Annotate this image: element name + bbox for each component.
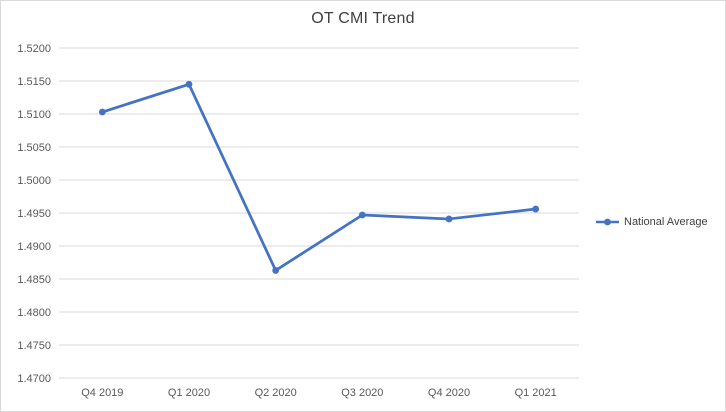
y-axis-tick-label: 1.5150 xyxy=(17,76,51,88)
series-line xyxy=(100,82,538,272)
chart-title: OT CMI Trend xyxy=(311,10,415,27)
data-point-marker xyxy=(98,108,106,116)
y-axis-tick-label: 1.4800 xyxy=(17,307,51,319)
x-axis-tick-label: Q3 2020 xyxy=(341,387,383,399)
y-axis-tick-label: 1.4900 xyxy=(17,241,51,253)
y-axis-tick-label: 1.5050 xyxy=(17,142,51,154)
x-axis-tick-label: Q4 2020 xyxy=(428,387,470,399)
x-axis-tick-label: Q4 2019 xyxy=(81,387,123,399)
data-point-marker xyxy=(185,80,193,88)
legend: National Average xyxy=(595,216,708,228)
x-axis-tick-label: Q2 2020 xyxy=(255,387,297,399)
y-axis-tick-label: 1.4850 xyxy=(17,274,51,286)
y-axis-tick-label: 1.4750 xyxy=(17,340,51,352)
x-axis-tick-label: Q1 2020 xyxy=(168,387,210,399)
legend-marker-dot xyxy=(604,218,611,226)
y-axis-tick-label: 1.4950 xyxy=(17,208,51,220)
y-axis-tick-label: 1.5100 xyxy=(17,109,51,121)
data-point-marker xyxy=(272,267,280,274)
legend-line-marker-icon xyxy=(596,218,619,226)
x-axis-tick-label: Q1 2021 xyxy=(515,387,557,399)
data-point-marker xyxy=(358,211,366,219)
data-point-marker xyxy=(445,215,453,223)
y-axis-tick-label: 1.5000 xyxy=(17,175,51,187)
legend-label: National Average xyxy=(624,216,708,228)
y-axis-tick-label: 1.4700 xyxy=(17,373,51,385)
data-point-marker xyxy=(532,205,540,213)
y-axis-tick-label: 1.5200 xyxy=(17,43,51,55)
